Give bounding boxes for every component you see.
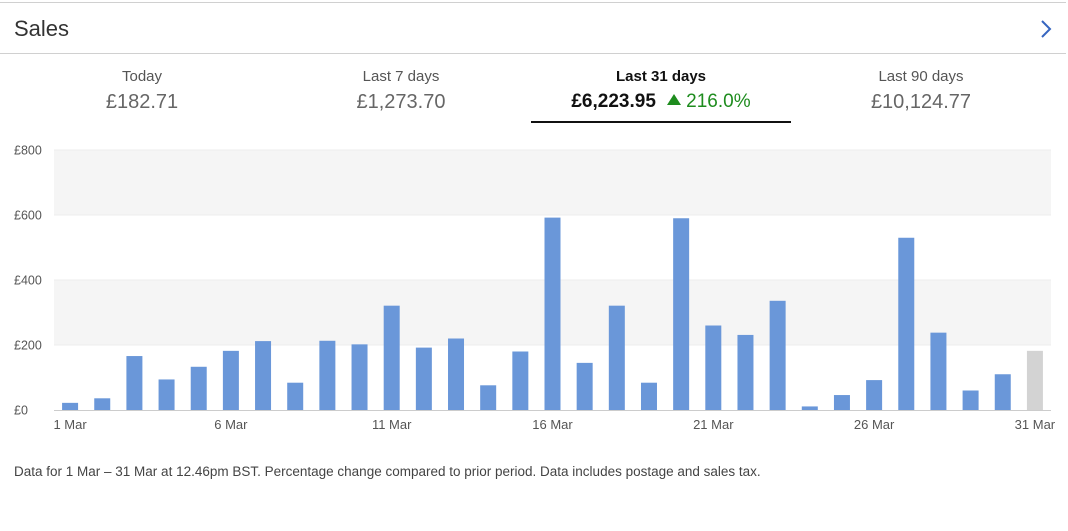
bar [480, 385, 497, 410]
bar [705, 325, 722, 410]
y-tick-label: £800 [14, 143, 42, 157]
bar [576, 362, 593, 410]
bar [833, 395, 850, 410]
bar [158, 379, 175, 410]
bar [383, 305, 400, 410]
bar [415, 347, 432, 410]
page-title: Sales [14, 16, 70, 41]
change-percent: 216.0% [686, 91, 751, 112]
bar [640, 382, 657, 410]
tab-today-label: Today [121, 68, 163, 85]
bar [319, 340, 336, 410]
top-border [0, 2, 1066, 3]
bar [994, 374, 1011, 410]
tab-last-31-days[interactable]: Last 31 days £6,223.95 216.0% [531, 55, 791, 123]
bar [1026, 350, 1043, 410]
bar [287, 382, 304, 410]
sales-bar-chart: £0 £200 £400 £600 £800 1 Mar 6 Mar 11 Mar 16 Mar… [14, 143, 1056, 432]
tab-last-31-days-label: Last 31 days [615, 68, 707, 85]
bar [351, 344, 368, 410]
bar [255, 341, 272, 410]
tab-last-7-days[interactable]: Last 7 days £1,273.70 [271, 55, 531, 123]
x-tick-label: 21 Mar [693, 417, 734, 432]
bar [94, 398, 111, 410]
bar [126, 356, 143, 410]
arrow-up-icon [667, 94, 682, 105]
tab-today-value: £182.71 [105, 91, 179, 113]
change-indicator: 216.0% [667, 91, 751, 112]
chevron-right-icon[interactable] [1037, 18, 1055, 40]
bar [801, 406, 818, 410]
tab-last-7-days-value: £1,273.70 [356, 91, 446, 113]
bar [866, 380, 883, 410]
y-tick-label: £600 [14, 208, 42, 222]
bar [62, 402, 79, 410]
tab-today[interactable]: Today £182.71 [12, 55, 272, 123]
y-tick-label: £400 [14, 273, 42, 287]
tab-last-90-days[interactable]: Last 90 days £10,124.77 [791, 55, 1051, 123]
bar [544, 217, 561, 410]
bar [898, 237, 915, 410]
y-tick-label: £0 [14, 403, 28, 417]
bar [769, 300, 786, 410]
x-tick-label: 6 Mar [214, 417, 248, 432]
bar [930, 332, 947, 410]
bar [512, 351, 529, 410]
bar [222, 350, 239, 410]
x-tick-label: 26 Mar [854, 417, 895, 432]
x-tick-label: 31 Mar [1015, 417, 1056, 432]
footnote: Data for 1 Mar – 31 Mar at 12.46pm BST. … [14, 464, 761, 479]
tab-last-90-days-label: Last 90 days [878, 68, 964, 85]
tab-last-90-days-value: £10,124.77 [870, 91, 972, 113]
bar [962, 390, 979, 410]
grid-band [54, 150, 1051, 215]
tab-last-31-days-amount: £6,223.95 [571, 91, 656, 112]
bar [190, 366, 207, 410]
tab-last-7-days-label: Last 7 days [362, 68, 440, 85]
y-tick-label: £200 [14, 338, 42, 352]
bar [673, 218, 690, 410]
tab-last-31-days-value: £6,223.95 216.0% [531, 91, 791, 113]
bar [737, 334, 754, 410]
bar [448, 338, 465, 410]
bar [608, 305, 625, 410]
period-tabs: Today £182.71 Last 7 days £1,273.70 Last… [0, 55, 1066, 125]
x-tick-label: 11 Mar [372, 417, 412, 432]
x-tick-label: 1 Mar [53, 417, 87, 432]
x-tick-label: 16 Mar [532, 417, 573, 432]
sales-header: Sales [0, 3, 1066, 54]
